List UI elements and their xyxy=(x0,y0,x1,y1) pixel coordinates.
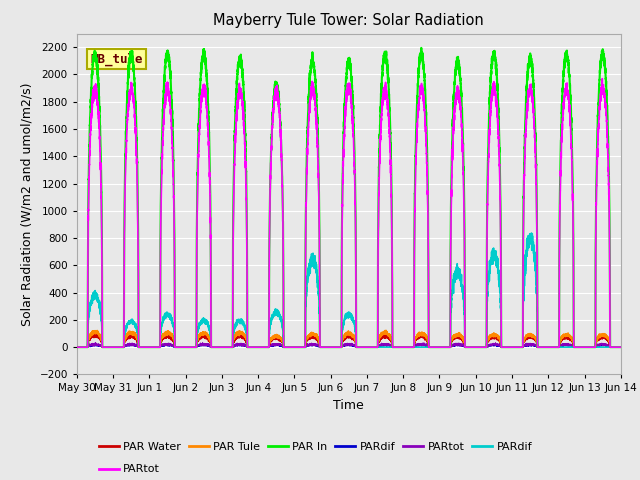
Title: Mayberry Tule Tower: Solar Radiation: Mayberry Tule Tower: Solar Radiation xyxy=(213,13,484,28)
Y-axis label: Solar Radiation (W/m2 and umol/m2/s): Solar Radiation (W/m2 and umol/m2/s) xyxy=(21,82,34,326)
Legend: PARtot: PARtot xyxy=(99,465,160,475)
Text: MB_tule: MB_tule xyxy=(90,53,143,66)
X-axis label: Time: Time xyxy=(333,399,364,412)
